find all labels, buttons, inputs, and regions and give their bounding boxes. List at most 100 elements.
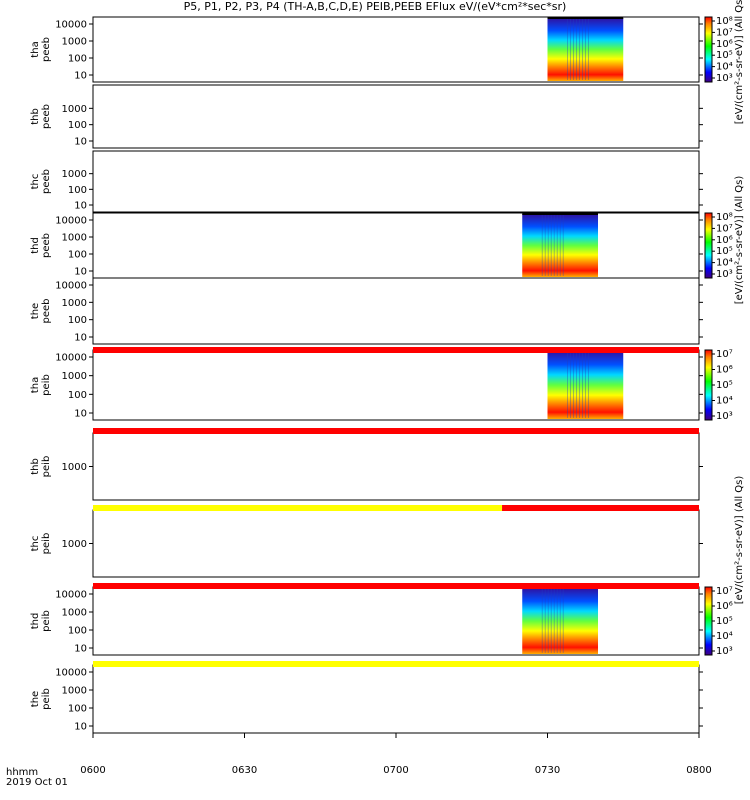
colorbar-tick-label: 10⁵ <box>716 616 733 627</box>
colorbar-tick-label: 10⁵ <box>716 246 733 257</box>
x-tick-label: 0730 <box>535 765 560 776</box>
colorbar-tick-label: 10⁶ <box>716 39 733 50</box>
y-axis-label: thdpeeb <box>30 233 52 258</box>
colorbar-tick-label: 10⁷ <box>716 223 733 234</box>
y-tick-label: 10000 <box>55 216 87 227</box>
panel-frame <box>92 277 700 345</box>
colorbar-tick-label: 10³ <box>716 269 733 280</box>
mode-bar-segment <box>93 661 699 667</box>
mode-bar-segment <box>502 505 699 511</box>
time-axis-label-hhmm: hhmm <box>6 767 39 778</box>
y-axis-label: thepeeb <box>30 299 52 324</box>
colorbar <box>704 212 713 279</box>
panel-frame <box>92 586 700 656</box>
colorbar-tick-label: 10³ <box>716 646 733 657</box>
y-tick-label: 1000 <box>62 104 87 115</box>
colorbar-tick-label: 10⁶ <box>716 601 733 612</box>
y-tick-label: 100 <box>68 250 87 261</box>
x-tick-label: 0700 <box>383 765 408 776</box>
y-tick-label: 100 <box>68 390 87 401</box>
panel-thc-peib: 1000 thcpeib <box>30 509 703 578</box>
colorbar <box>704 586 713 656</box>
spectrogram-block <box>522 214 598 277</box>
y-tick-label: 10 <box>74 644 87 655</box>
panel-frame <box>92 509 700 578</box>
spectrogram-block <box>547 351 624 419</box>
panel-frame <box>92 212 700 279</box>
colorbar-tick-label: 10⁷ <box>716 586 733 597</box>
y-axis-label: thdpeib <box>30 610 52 632</box>
y-axis-label: thapeeb <box>30 37 52 62</box>
y-tick-label: 1000 <box>62 233 87 244</box>
y-tick-label: 100 <box>68 120 87 131</box>
y-axis-label: thcpeeb <box>30 169 52 194</box>
x-tick-label: 0600 <box>80 765 105 776</box>
panel-thb-peib: 1000 thbpeib <box>30 432 703 501</box>
y-tick-label: 10000 <box>55 353 87 364</box>
y-tick-label: 10000 <box>55 281 87 292</box>
y-tick-label: 10000 <box>55 590 87 601</box>
x-tick-label: 0800 <box>686 765 711 776</box>
y-tick-label: 10000 <box>55 20 87 31</box>
panel-frame <box>92 664 700 734</box>
y-axis-label: thapeib <box>30 374 52 396</box>
y-tick-label: 10 <box>74 722 87 733</box>
y-tick-label: 10 <box>74 267 87 278</box>
y-tick-label: 1000 <box>62 169 87 180</box>
panel-frame <box>92 84 700 149</box>
colorbar <box>704 349 713 421</box>
y-tick-label: 1000 <box>62 686 87 697</box>
chart-title: P5, P1, P2, P3, P4 (TH-A,B,C,D,E) PEIB,P… <box>183 0 567 13</box>
y-tick-label: 1000 <box>62 608 87 619</box>
colorbar-tick-label: 10⁶ <box>716 235 733 246</box>
colorbar-tick-label: 10⁵ <box>716 50 733 61</box>
colorbar-tick-label: 10⁴ <box>716 258 733 269</box>
y-tick-label: 100 <box>68 185 87 196</box>
colorbar-tick-label: 10⁴ <box>716 62 733 73</box>
panel-frame <box>92 432 700 501</box>
spectrogram-block <box>522 588 598 654</box>
y-axis-label: thbpeib <box>30 456 52 478</box>
panel-thc-peeb: 10 100 1000 thcpeeb <box>30 150 703 213</box>
time-axis-label-date: 2019 Oct 01 <box>6 777 68 788</box>
colorbar-unit-label: [eV/(cm²-s-sr-eV)] (All Qs) <box>734 176 745 305</box>
y-tick-label: 10 <box>74 137 87 148</box>
mode-bar-segment <box>93 428 699 434</box>
mode-bar-segment <box>93 505 503 511</box>
colorbar-unit-label: [eV/(cm²-s-sr-eV)] (All Qs) <box>734 0 745 124</box>
y-tick-label: 1000 <box>62 37 87 48</box>
y-tick-label: 10 <box>74 409 87 420</box>
y-tick-label: 10 <box>74 201 87 212</box>
colorbar <box>704 16 713 83</box>
y-tick-label: 10 <box>74 333 87 344</box>
mode-bar-segment <box>93 347 699 353</box>
panel-thb-peeb: 10 100 1000 thbpeeb <box>30 84 703 149</box>
colorbar-tick-label: 10⁸ <box>716 212 733 223</box>
y-tick-label: 1000 <box>62 298 87 309</box>
colorbar-tick-label: 10³ <box>716 73 733 84</box>
y-axis-label: thcpeib <box>30 533 52 555</box>
mode-bar-segment <box>93 583 699 589</box>
colorbar-tick-label: 10⁵ <box>716 380 733 391</box>
y-tick-label: 100 <box>68 315 87 326</box>
y-axis-label: thbpeeb <box>30 104 52 129</box>
colorbar-tick-label: 10⁷ <box>716 349 733 360</box>
y-tick-label: 100 <box>68 626 87 637</box>
y-tick-label: 10 <box>74 71 87 82</box>
y-tick-label: 1000 <box>62 462 87 473</box>
colorbar-tick-label: 10⁸ <box>716 16 733 27</box>
spectrogram-block <box>547 18 624 81</box>
colorbar-tick-label: 10³ <box>716 411 733 422</box>
colorbar-tick-label: 10⁴ <box>716 396 733 407</box>
colorbar-tick-label: 10⁷ <box>716 27 733 38</box>
y-tick-label: 100 <box>68 704 87 715</box>
panel-frame <box>92 150 700 213</box>
y-tick-label: 100 <box>68 54 87 65</box>
